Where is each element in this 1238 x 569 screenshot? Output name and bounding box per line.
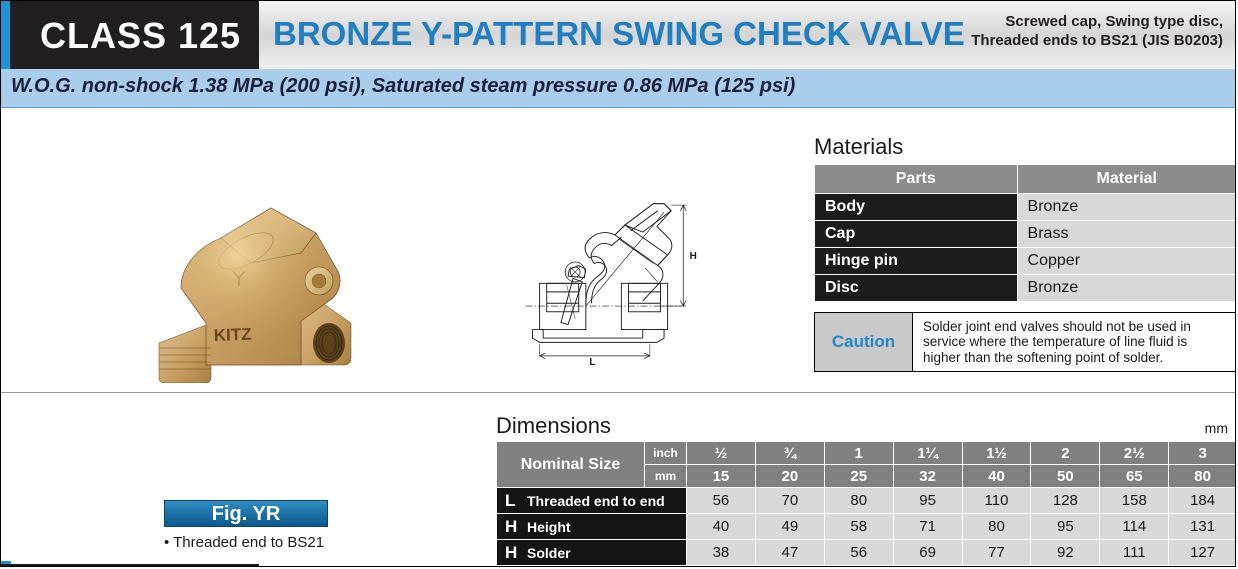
svg-text:H: H bbox=[690, 251, 697, 262]
svg-text:L: L bbox=[589, 357, 595, 368]
